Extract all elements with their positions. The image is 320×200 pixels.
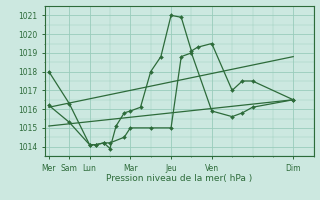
X-axis label: Pression niveau de la mer( hPa ): Pression niveau de la mer( hPa ) [106, 174, 252, 183]
